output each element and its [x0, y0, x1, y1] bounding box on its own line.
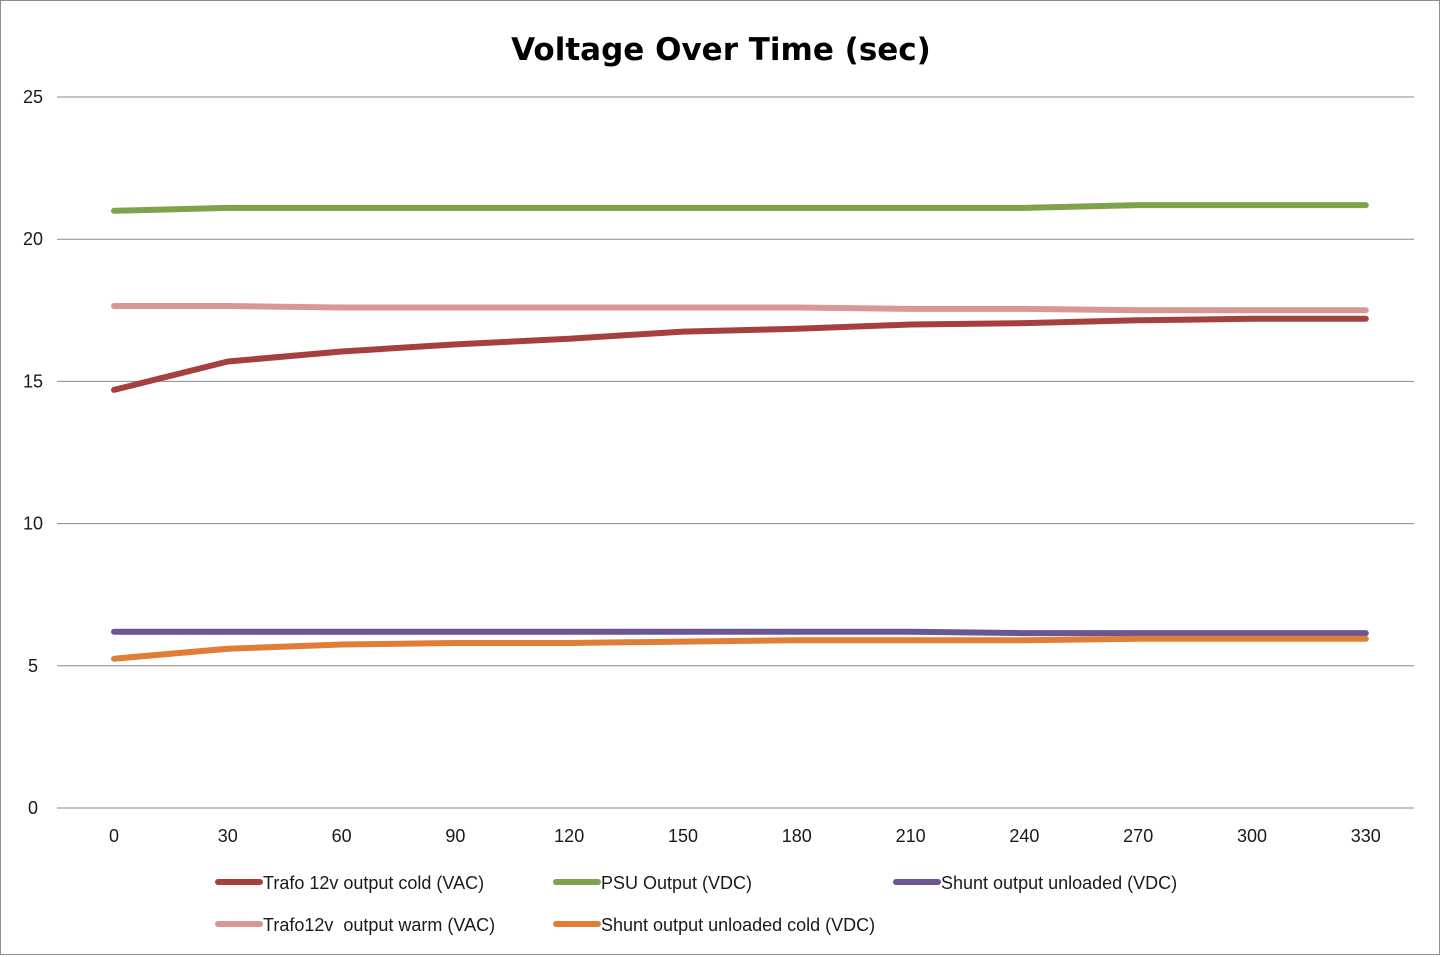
legend-label: Shunt output unloaded (VDC) — [941, 873, 1177, 893]
x-tick-label: 240 — [1009, 826, 1039, 846]
legend-label: Trafo 12v output cold (VAC) — [263, 873, 484, 893]
series-line — [111, 315, 1369, 393]
x-tick-label: 120 — [554, 826, 584, 846]
y-tick-label: 0 — [28, 798, 38, 818]
legend-label: Shunt output unloaded cold (VDC) — [601, 915, 875, 935]
y-axis-ticks: 0 5 10 15 20 25 — [23, 87, 43, 818]
y-tick-label: 15 — [23, 371, 43, 391]
x-tick-label: 270 — [1123, 826, 1153, 846]
x-tick-label: 180 — [782, 826, 812, 846]
series-line — [111, 628, 1369, 637]
chart-title: Voltage Over Time (sec) — [511, 32, 931, 68]
series-line — [111, 202, 1369, 214]
x-tick-label: 0 — [109, 826, 119, 846]
gridlines — [57, 96, 1414, 809]
legend: Trafo 12v output cold (VAC) PSU Output (V… — [215, 873, 1177, 935]
x-tick-label: 90 — [445, 826, 465, 846]
x-tick-label: 300 — [1237, 826, 1267, 846]
legend-label: PSU Output (VDC) — [601, 873, 752, 893]
series-line — [111, 635, 1369, 662]
x-tick-label: 330 — [1351, 826, 1381, 846]
x-axis-ticks: 0 30 60 90 120 150 180 210 240 270 300 330 — [109, 826, 1381, 846]
y-tick-label: 10 — [23, 514, 43, 534]
x-tick-label: 30 — [218, 826, 238, 846]
legend-label: Trafo12v output warm (VAC) — [263, 915, 495, 935]
x-tick-label: 150 — [668, 826, 698, 846]
x-tick-label: 210 — [896, 826, 926, 846]
series-line — [111, 303, 1369, 314]
y-tick-label: 20 — [23, 229, 43, 249]
y-tick-label: 25 — [23, 87, 43, 107]
x-tick-label: 60 — [332, 826, 352, 846]
series-lines — [111, 202, 1369, 662]
y-tick-label: 5 — [28, 656, 38, 676]
